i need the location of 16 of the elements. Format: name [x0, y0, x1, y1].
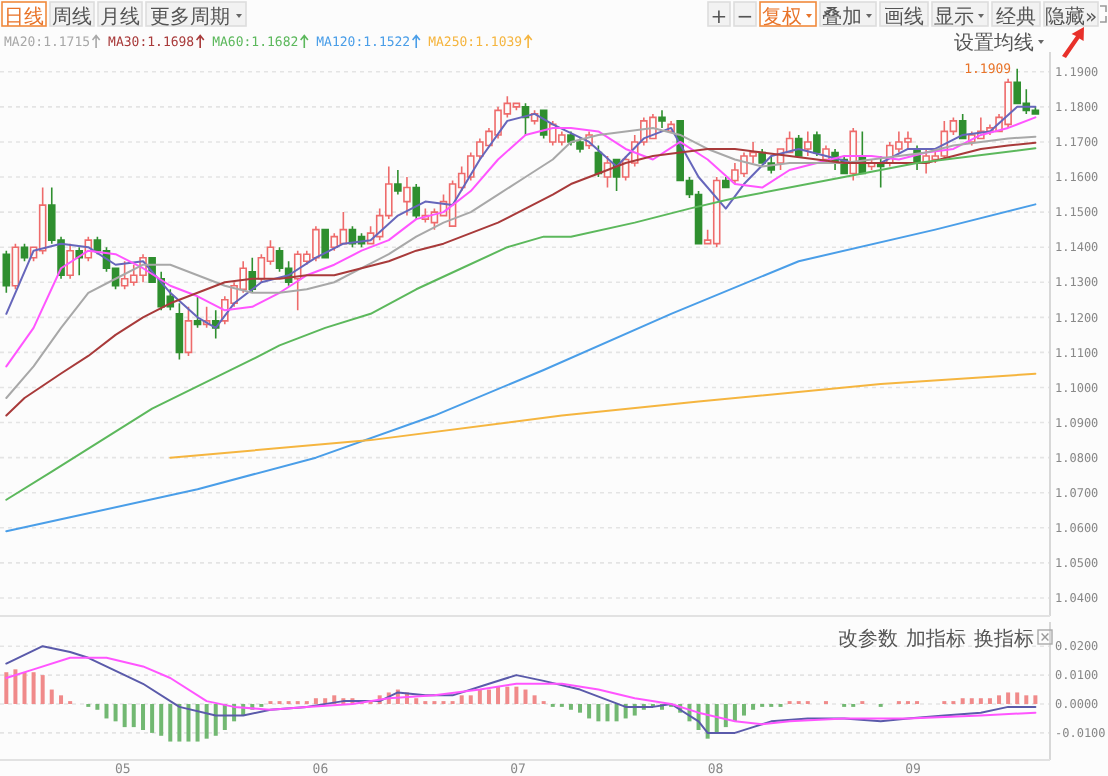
text: 更多周期 — [150, 5, 230, 29]
text: 设置均线 — [954, 31, 1034, 55]
text: 周线 — [52, 5, 92, 29]
text: 日线 — [4, 5, 44, 29]
text: 隐藏» — [1044, 5, 1098, 29]
text: 复权 — [762, 5, 802, 29]
text: 叠加 — [822, 5, 862, 29]
text: 经典 — [996, 5, 1036, 29]
text: 显示 — [934, 7, 974, 29]
text: 月线 — [100, 5, 140, 29]
text: 画线 — [884, 5, 924, 29]
annotation: 加指标 — [906, 627, 966, 651]
annotation: 换指标 — [974, 627, 1034, 651]
text: + — [710, 7, 728, 29]
text: − — [736, 7, 754, 29]
annotation: 改参数 — [838, 627, 898, 651]
